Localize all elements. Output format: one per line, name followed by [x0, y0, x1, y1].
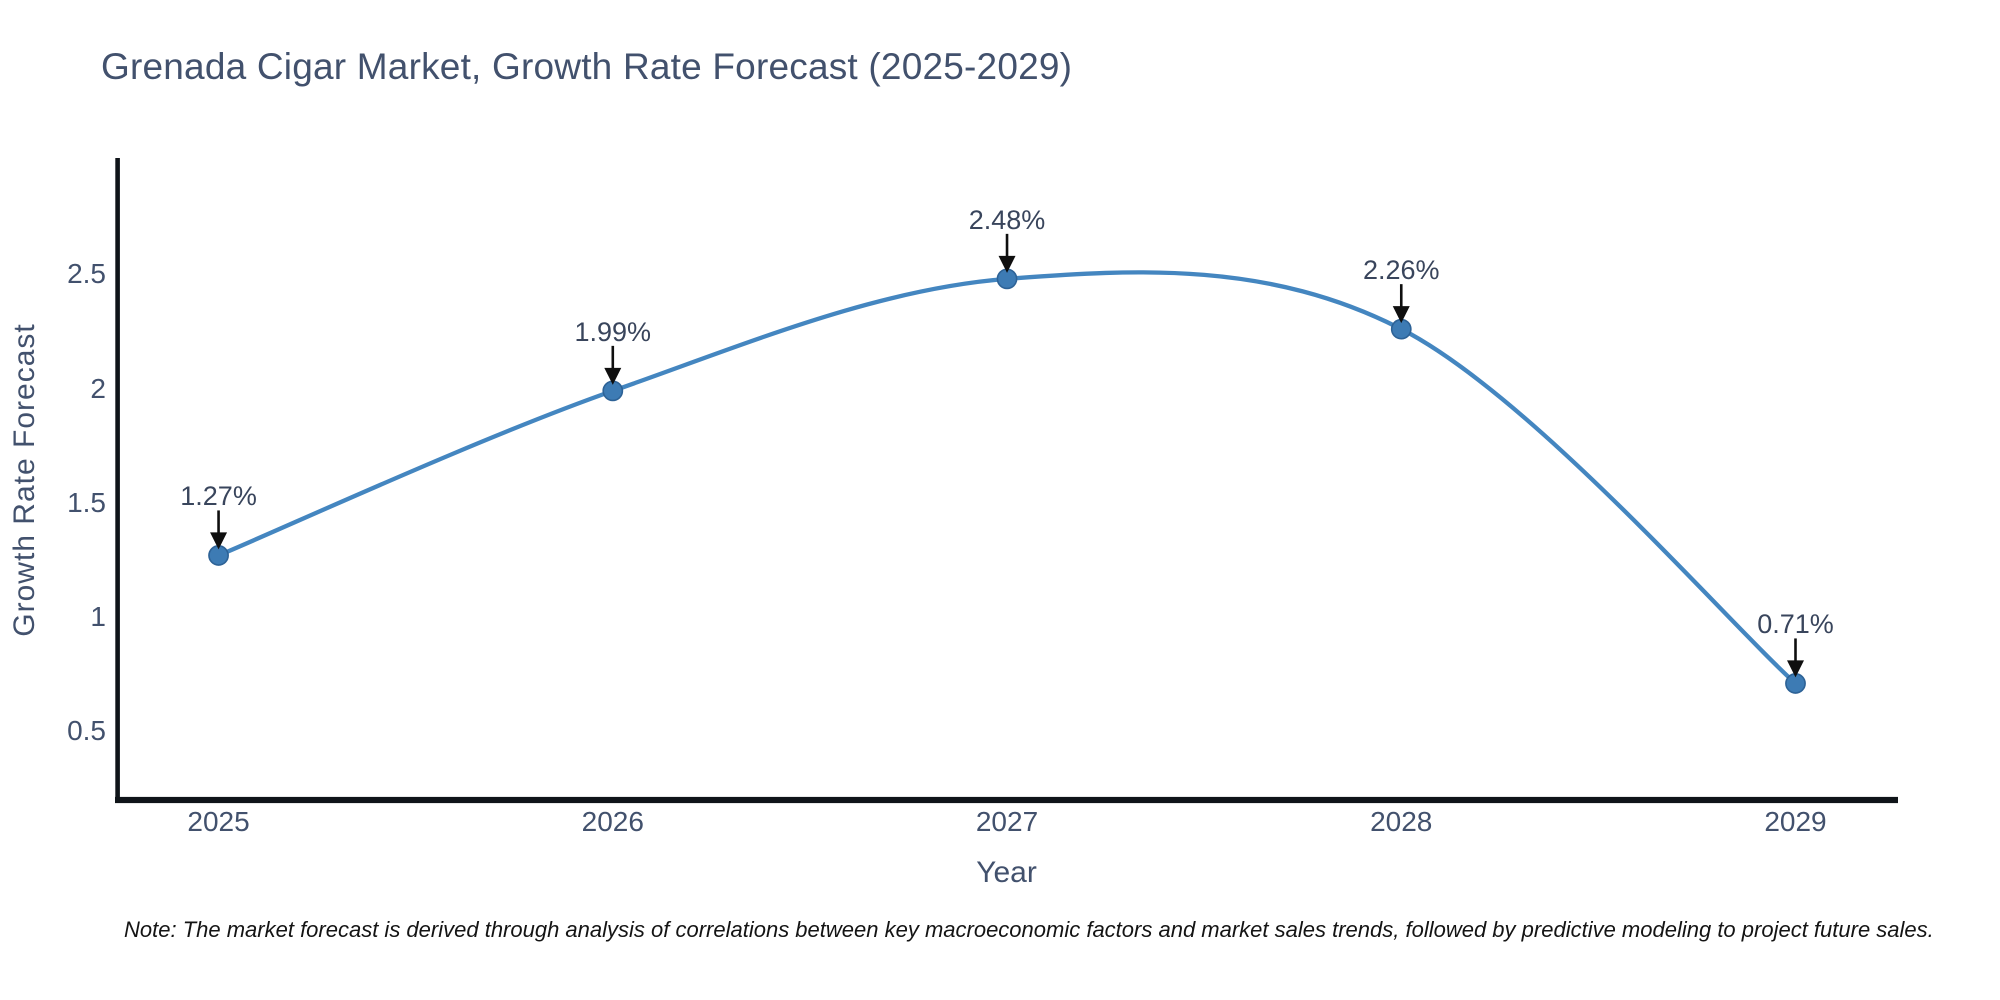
y-tick-label: 2: [90, 372, 106, 404]
y-tick-label: 0.5: [67, 715, 106, 747]
forecast-line: [216, 270, 1798, 686]
annotation-arrowhead: [210, 532, 228, 550]
point-value-label: 1.99%: [574, 316, 652, 347]
chart-title: Grenada Cigar Market, Growth Rate Foreca…: [101, 46, 1073, 87]
point-value-label: 1.27%: [180, 481, 257, 512]
x-tick-label: 2026: [581, 806, 644, 837]
x-tick-label: 2025: [187, 806, 250, 837]
annotation-arrowhead: [604, 367, 622, 385]
annotation-arrowhead: [998, 255, 1016, 273]
y-tick-label: 1.5: [67, 486, 106, 518]
footnote: Note: The market forecast is derived thr…: [124, 917, 1934, 942]
annotation-arrowhead: [1392, 306, 1410, 324]
annotation-arrowhead: [1786, 660, 1804, 678]
point-value-label: 2.26%: [1362, 255, 1440, 286]
x-axis-title: Year: [976, 856, 1037, 889]
y-tick-label: 1: [90, 601, 106, 633]
point-value-label: 2.48%: [968, 204, 1046, 235]
y-tick-label: 2.5: [67, 258, 106, 290]
x-tick-label: 2028: [1370, 806, 1433, 837]
x-tick-label: 2029: [1764, 806, 1827, 837]
x-axis-line: [115, 796, 1898, 804]
x-tick-label: 2027: [975, 806, 1039, 837]
point-value-label: 0.71%: [1757, 609, 1834, 640]
y-axis-line: [115, 158, 120, 803]
y-axis-title: Growth Rate Forecast: [8, 323, 41, 637]
